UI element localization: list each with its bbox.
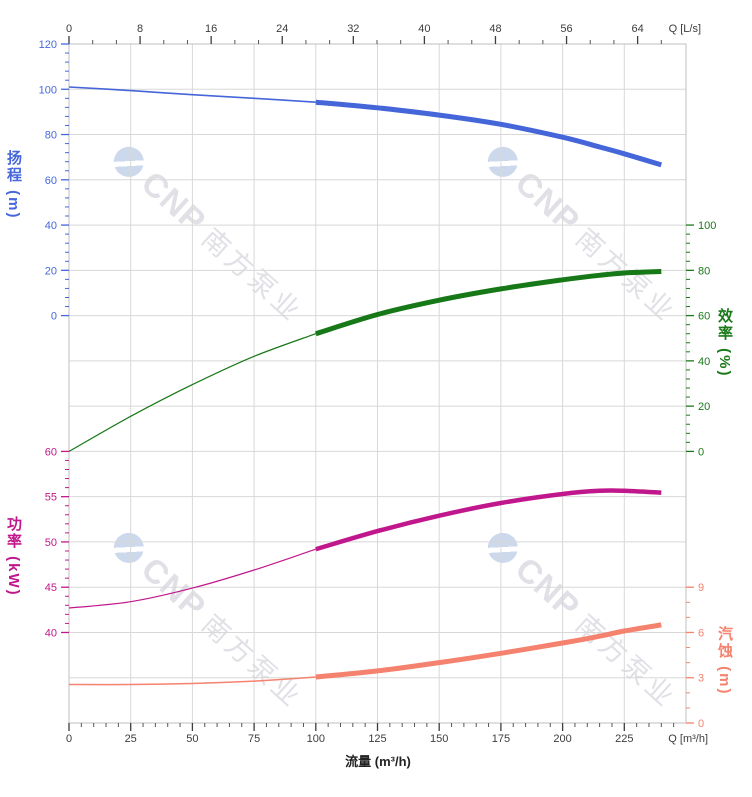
- curve-power: [68, 488, 662, 609]
- tick-label: 80: [45, 130, 57, 142]
- tick-label: 0: [66, 23, 72, 35]
- tick-label: 0: [698, 446, 704, 458]
- tick-label: 48: [489, 23, 501, 35]
- tick-label: 64: [632, 23, 644, 35]
- x-axis-bottom: 0 25 50 75 100 125 150 175 200 225 Q [m³/h]: [66, 723, 708, 745]
- tick-label: 200: [553, 733, 571, 745]
- tick-label: 6: [698, 627, 704, 639]
- tick-label: 50: [45, 537, 57, 549]
- tick-label: Q [m³/h]: [668, 733, 708, 745]
- tick-label: 60: [698, 311, 710, 323]
- tick-label: 0: [698, 718, 704, 730]
- power-axis-title: 功率 (kW): [5, 516, 22, 597]
- y-axis-head: 120 100 80 60 40 20 0: [39, 39, 69, 323]
- tick-label: 100: [698, 220, 716, 232]
- tick-label: 80: [698, 265, 710, 277]
- tick-label: 100: [307, 733, 325, 745]
- tick-label: 125: [368, 733, 386, 745]
- y-axis-eff: 100 80 60 40 20 0: [686, 220, 716, 458]
- tick-label: Q [L/s]: [669, 23, 701, 35]
- tick-label: 175: [492, 733, 510, 745]
- y-axis-power: 60 55 50 45 40: [45, 446, 69, 639]
- gridlines: [69, 44, 686, 723]
- tick-label: 40: [45, 627, 57, 639]
- tick-label: 40: [418, 23, 430, 35]
- tick-label: 225: [615, 733, 633, 745]
- tick-label: 0: [51, 311, 57, 323]
- tick-label: 32: [347, 23, 359, 35]
- tick-label: 100: [39, 84, 57, 96]
- tick-label: 40: [45, 220, 57, 232]
- tick-label: 0: [66, 733, 72, 745]
- head-axis-title: 扬程 (m): [5, 150, 22, 220]
- tick-label: 8: [137, 23, 143, 35]
- tick-label: 60: [45, 175, 57, 187]
- tick-label: 9: [698, 582, 704, 594]
- tick-label: 16: [205, 23, 217, 35]
- tick-label: 55: [45, 492, 57, 504]
- tick-label: 3: [698, 673, 704, 685]
- x-axis-top: 0 8 16 24 32 40 48 56 64 Q [L/s]: [66, 23, 701, 44]
- tick-label: 60: [45, 446, 57, 458]
- tick-label: 56: [560, 23, 572, 35]
- npsh-axis-title: 汽蚀 (m): [716, 626, 733, 696]
- curve-head: [68, 86, 663, 168]
- eff-axis-title: 效率 (%): [716, 308, 733, 378]
- tick-label: 25: [125, 733, 137, 745]
- tick-label: 20: [698, 401, 710, 413]
- x-axis-title: 流量 (m³/h): [345, 754, 411, 769]
- curve-npsh: [68, 622, 662, 686]
- tick-label: 24: [276, 23, 288, 35]
- tick-label: 45: [45, 582, 57, 594]
- tick-label: 150: [430, 733, 448, 745]
- tick-label: 75: [248, 733, 260, 745]
- y-axis-npsh: 9 6 3 0: [686, 582, 704, 730]
- tick-label: 40: [698, 356, 710, 368]
- tick-label: 50: [186, 733, 198, 745]
- tick-label: 120: [39, 39, 57, 51]
- curve-efficiency: [68, 269, 662, 452]
- tick-label: 20: [45, 265, 57, 277]
